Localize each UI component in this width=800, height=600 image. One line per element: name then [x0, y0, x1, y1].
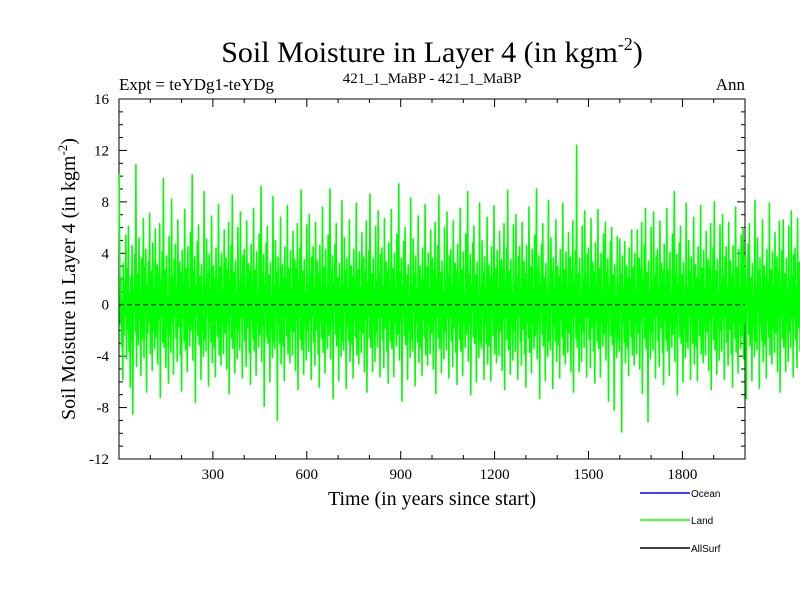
x-tick-label: 900: [389, 467, 412, 483]
y-axis-label: Soil Moisture in Layer 4 (in kgm-2): [55, 138, 80, 420]
experiment-label: Expt = teYDg1-teYDg: [119, 75, 275, 94]
x-tick-labels: 300 600 900 1200 1500 1800: [202, 467, 698, 483]
y-tick-label: 8: [102, 195, 110, 211]
y-tick-label: -12: [89, 452, 109, 468]
y-tick-label: 12: [94, 143, 109, 159]
y-tick-label: -8: [97, 401, 110, 417]
chart-title: Soil Moisture in Layer 4 (in kgm-2): [221, 34, 643, 69]
x-tick-label: 1500: [574, 467, 604, 483]
legend-label-allsurf: AllSurf: [691, 544, 721, 555]
legend: Ocean Land AllSurf: [640, 489, 721, 555]
series-line-land: [118, 144, 800, 433]
y-tick-label: 16: [94, 92, 110, 108]
x-tick-label: 300: [202, 467, 225, 483]
y-tick-label: 4: [102, 246, 110, 262]
x-axis-label: Time (in years since start): [328, 488, 536, 510]
y-tick-labels: 16 12 8 4 0 -4 -8 -12: [89, 92, 110, 468]
period-label: 421_1_MaBP - 421_1_MaBP: [343, 71, 522, 87]
legend-label-ocean: Ocean: [691, 489, 720, 500]
season-label: Ann: [716, 75, 746, 94]
x-tick-label: 1200: [480, 467, 510, 483]
legend-label-land: Land: [691, 516, 713, 527]
x-tick-label: 600: [296, 467, 319, 483]
y-tick-label: -4: [97, 349, 110, 365]
x-tick-label: 1800: [667, 467, 697, 483]
y-tick-label: 0: [102, 298, 110, 314]
